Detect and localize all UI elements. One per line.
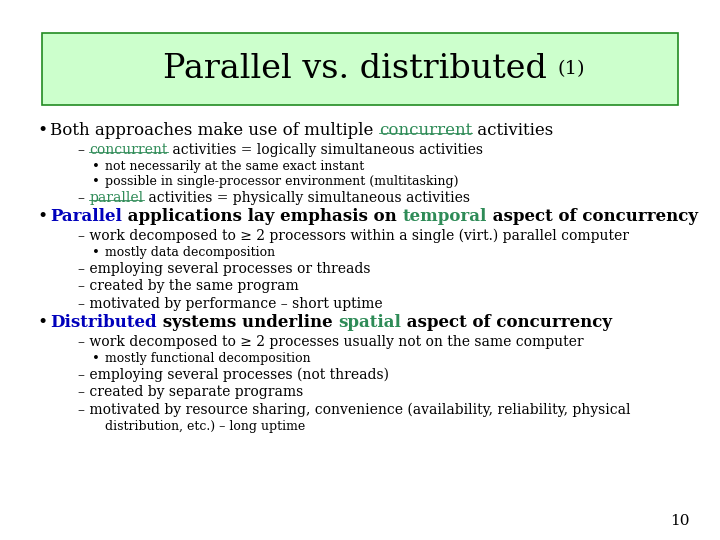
Text: activities: activities: [472, 122, 553, 139]
Text: mostly data decomposition: mostly data decomposition: [105, 246, 275, 260]
Text: •: •: [37, 208, 48, 226]
Text: •: •: [92, 160, 100, 173]
Text: Both approaches make use of multiple: Both approaches make use of multiple: [50, 122, 379, 139]
Text: concurrent: concurrent: [89, 143, 168, 157]
Text: – motivated by performance – short uptime: – motivated by performance – short uptim…: [78, 297, 382, 311]
Text: –: –: [78, 191, 89, 205]
Text: (1): (1): [557, 60, 585, 78]
Text: – created by the same program: – created by the same program: [78, 280, 299, 294]
Text: systems underline: systems underline: [157, 314, 338, 332]
Text: – created by separate programs: – created by separate programs: [78, 386, 303, 400]
Text: parallel: parallel: [89, 191, 143, 205]
Text: activities = physically simultaneous activities: activities = physically simultaneous act…: [143, 191, 469, 205]
Text: •: •: [37, 122, 48, 139]
Text: –: –: [78, 143, 89, 157]
Text: •: •: [92, 353, 100, 366]
Text: – employing several processes or threads: – employing several processes or threads: [78, 262, 371, 276]
Text: •: •: [92, 246, 100, 260]
Text: spatial: spatial: [338, 314, 401, 332]
Text: temporal: temporal: [402, 208, 487, 226]
Text: Parallel vs. distributed: Parallel vs. distributed: [163, 53, 557, 85]
Text: distribution, etc.) – long uptime: distribution, etc.) – long uptime: [105, 421, 305, 434]
Text: aspect of concurrency: aspect of concurrency: [401, 314, 612, 332]
Text: possible in single-processor environment (multitasking): possible in single-processor environment…: [105, 176, 459, 188]
Text: applications lay emphasis on: applications lay emphasis on: [122, 208, 402, 226]
Text: Parallel: Parallel: [50, 208, 122, 226]
Text: not necessarily at the same exact instant: not necessarily at the same exact instan…: [105, 160, 364, 173]
Text: mostly functional decomposition: mostly functional decomposition: [105, 353, 310, 366]
Text: concurrent: concurrent: [379, 122, 472, 139]
Text: – motivated by resource sharing, convenience (availability, reliability, physica: – motivated by resource sharing, conveni…: [78, 403, 631, 417]
Text: 10: 10: [670, 514, 690, 528]
FancyBboxPatch shape: [42, 33, 678, 105]
Text: – employing several processes (not threads): – employing several processes (not threa…: [78, 368, 389, 382]
Text: •: •: [37, 314, 48, 332]
Text: activities = logically simultaneous activities: activities = logically simultaneous acti…: [168, 143, 482, 157]
Text: •: •: [92, 176, 100, 188]
Text: aspect of concurrency: aspect of concurrency: [487, 208, 698, 226]
Text: – work decomposed to ≥ 2 processes usually not on the same computer: – work decomposed to ≥ 2 processes usual…: [78, 335, 584, 349]
Text: Distributed: Distributed: [50, 314, 157, 332]
Text: – work decomposed to ≥ 2 processors within a single (virt.) parallel computer: – work decomposed to ≥ 2 processors with…: [78, 229, 629, 244]
